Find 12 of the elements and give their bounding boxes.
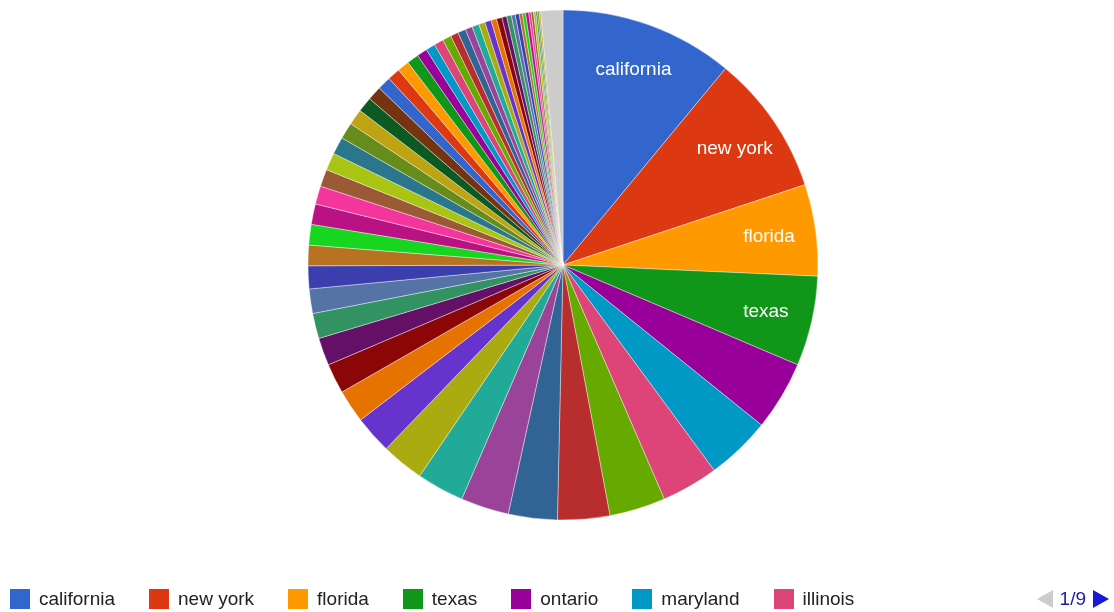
slice-label: texas	[743, 300, 789, 322]
slice-label: new york	[696, 136, 774, 158]
legend-label: florida	[317, 588, 369, 610]
legend-label: illinois	[802, 588, 855, 610]
slice-label: california	[595, 58, 672, 80]
text: 1/9	[1059, 588, 1086, 610]
legend-label: california	[39, 588, 116, 610]
slice-label: florida	[743, 225, 796, 247]
legend-label: maryland	[661, 588, 740, 610]
legend-label: texas	[431, 588, 478, 610]
legend-label: new york	[178, 588, 255, 610]
legend-label: ontario	[540, 588, 599, 610]
